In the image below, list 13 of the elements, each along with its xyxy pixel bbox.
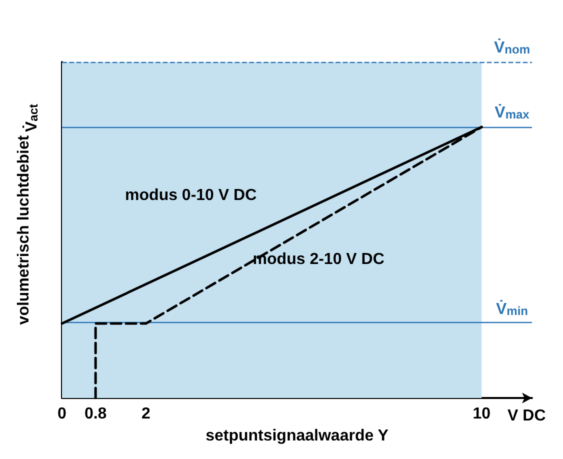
y-axis-title: volumetrisch luchtdebiet (16, 134, 32, 325)
x-tick-label: 0.8 (84, 406, 107, 422)
ref-line-label: V̇nom (494, 38, 530, 56)
series-label: modus 0-10 V DC (125, 186, 258, 204)
text: V̇act (22, 104, 40, 132)
ref-line-label: V̇min (496, 300, 528, 318)
x-tick-label: 0 (58, 406, 67, 422)
x-tick-label: 10 (472, 406, 491, 422)
ref-line-label: V̇max (494, 103, 530, 122)
x-axis-title: setpuntsignaalwaarde Y (206, 428, 389, 444)
series-label: modus 2-10 V DC (252, 250, 385, 268)
x-tick-label: 2 (141, 406, 150, 422)
text: V DC (508, 408, 546, 424)
